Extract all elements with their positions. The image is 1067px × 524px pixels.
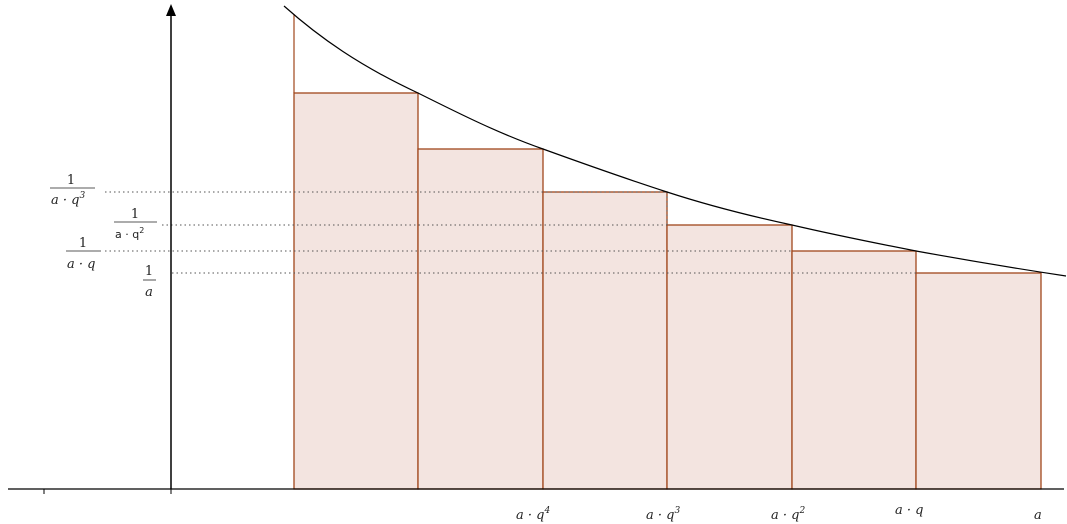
x-label-a: a [1034, 508, 1042, 523]
rect-1 [293, 92, 419, 490]
y-label-1-over-aq2-den: a · q2 [115, 226, 144, 241]
y-label-1-over-aq: 1 a · q [66, 236, 101, 272]
x-label-aq: a · q [895, 503, 923, 518]
y-label-1-over-aq2-num: 1 [131, 207, 139, 222]
y-label-1-over-aq-num: 1 [79, 236, 87, 251]
y-label-1-over-a: 1 a [143, 264, 156, 300]
x-label-aq4: a · q4 [516, 506, 550, 523]
y-label-1-over-a-num: 1 [145, 264, 153, 279]
y-label-1-over-a-den: a [145, 285, 153, 300]
y-label-1-over-aq3-den: a · q3 [51, 191, 85, 208]
rect-3 [542, 191, 668, 490]
rect-4 [666, 224, 793, 490]
x-labels-group: a · q4 a · q3 a · q2 a · q a [516, 503, 1042, 523]
curve-1-over-x [283, 5, 1067, 277]
y-labels-group: 1 a · q3 1 a · q2 1 a · q 1 a [50, 173, 157, 300]
y-label-1-over-aq3: 1 a · q3 [50, 173, 95, 208]
y-label-1-over-aq2: 1 a · q2 [114, 207, 157, 241]
rect-5 [791, 250, 917, 490]
y-label-1-over-aq-den: a · q [67, 257, 95, 272]
x-label-aq2: a · q2 [771, 506, 805, 523]
rect-2 [417, 148, 544, 490]
rect-6 [915, 272, 1042, 490]
rectangles-group [293, 92, 1042, 490]
y-label-1-over-aq3-num: 1 [67, 173, 75, 188]
dotted-lines-group [105, 191, 916, 274]
x-label-aq3: a · q3 [646, 506, 680, 523]
